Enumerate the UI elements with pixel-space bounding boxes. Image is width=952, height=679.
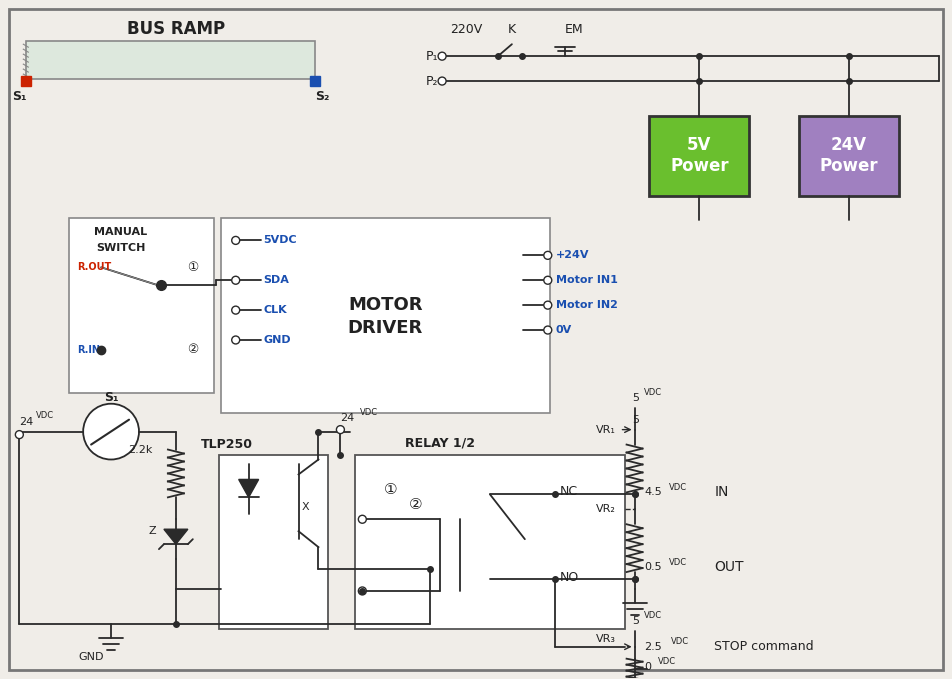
Text: P₂: P₂ <box>426 75 438 88</box>
Text: IN: IN <box>714 485 728 499</box>
Text: MANUAL: MANUAL <box>94 227 148 238</box>
Text: SWITCH: SWITCH <box>96 243 146 253</box>
Text: 0: 0 <box>645 661 651 672</box>
Text: 24V
Power: 24V Power <box>820 136 879 175</box>
Text: GND: GND <box>78 652 104 662</box>
Text: BUS RAMP: BUS RAMP <box>127 20 225 38</box>
Text: SDA: SDA <box>264 275 289 285</box>
Text: 2.2k: 2.2k <box>129 445 153 454</box>
Circle shape <box>544 326 552 334</box>
Text: RELAY 1/2: RELAY 1/2 <box>406 436 475 449</box>
Text: VR₂: VR₂ <box>596 504 616 514</box>
Text: 5: 5 <box>632 616 640 626</box>
Circle shape <box>358 515 367 524</box>
Text: Motor IN1: Motor IN1 <box>556 275 618 285</box>
Text: CLK: CLK <box>264 305 288 315</box>
Circle shape <box>83 404 139 460</box>
Text: VDC: VDC <box>658 657 676 666</box>
Text: +24V: +24V <box>556 251 589 260</box>
Text: NC: NC <box>560 485 578 498</box>
Text: VDC: VDC <box>644 611 662 621</box>
Text: 24: 24 <box>19 417 33 426</box>
Bar <box>219 454 328 629</box>
Text: 24: 24 <box>341 413 355 423</box>
Text: GND: GND <box>264 335 291 345</box>
Circle shape <box>336 426 345 434</box>
Circle shape <box>544 276 552 285</box>
Text: ①: ① <box>384 482 397 497</box>
Text: OUT: OUT <box>714 560 744 574</box>
Text: S₁: S₁ <box>12 90 27 103</box>
Text: STOP command: STOP command <box>714 640 814 653</box>
Text: ②: ② <box>408 497 422 512</box>
Text: VR₁: VR₁ <box>596 424 616 435</box>
Circle shape <box>358 587 367 595</box>
Circle shape <box>231 276 240 285</box>
Text: Z: Z <box>149 526 156 536</box>
Text: ②: ② <box>188 344 198 356</box>
Circle shape <box>438 77 446 85</box>
Polygon shape <box>164 529 188 544</box>
Text: 220V: 220V <box>450 23 483 36</box>
Text: 5: 5 <box>632 392 640 403</box>
Text: R.OUT: R.OUT <box>77 262 111 272</box>
Bar <box>27 41 315 79</box>
Bar <box>355 454 625 629</box>
Text: VDC: VDC <box>671 638 689 646</box>
Text: X: X <box>302 502 309 513</box>
Text: Motor IN2: Motor IN2 <box>556 300 618 310</box>
Text: VDC: VDC <box>361 408 379 417</box>
Text: S₂: S₂ <box>315 90 329 103</box>
Text: VR₃: VR₃ <box>596 634 616 644</box>
Circle shape <box>231 306 240 314</box>
Circle shape <box>544 251 552 259</box>
Text: 5: 5 <box>632 415 640 424</box>
Bar <box>69 219 214 392</box>
Text: EM: EM <box>565 23 584 36</box>
Circle shape <box>438 52 446 60</box>
Text: DRIVER: DRIVER <box>347 319 423 337</box>
Circle shape <box>231 236 240 244</box>
Text: ①: ① <box>188 261 198 274</box>
Bar <box>221 219 550 413</box>
Text: TLP250: TLP250 <box>201 438 253 451</box>
Text: VDC: VDC <box>669 557 687 566</box>
Text: 0V: 0V <box>556 325 572 335</box>
Text: VDC: VDC <box>644 388 662 397</box>
Text: S₁: S₁ <box>104 391 118 404</box>
Text: K: K <box>508 23 516 36</box>
Polygon shape <box>239 479 259 497</box>
Bar <box>799 116 899 196</box>
Text: 2.5: 2.5 <box>645 642 663 652</box>
Text: VDC: VDC <box>36 411 54 420</box>
Text: 0.5: 0.5 <box>645 562 663 572</box>
Circle shape <box>544 301 552 309</box>
Circle shape <box>15 430 24 439</box>
Text: MOTOR: MOTOR <box>348 296 423 314</box>
Text: 5VDC: 5VDC <box>264 236 297 245</box>
Text: 4.5: 4.5 <box>645 488 663 498</box>
Text: NO: NO <box>560 570 579 583</box>
Text: R.IN: R.IN <box>77 345 100 355</box>
Text: P₁: P₁ <box>426 50 438 62</box>
Text: VDC: VDC <box>669 483 687 492</box>
Text: 5V
Power: 5V Power <box>670 136 728 175</box>
Bar <box>649 116 749 196</box>
Circle shape <box>231 336 240 344</box>
